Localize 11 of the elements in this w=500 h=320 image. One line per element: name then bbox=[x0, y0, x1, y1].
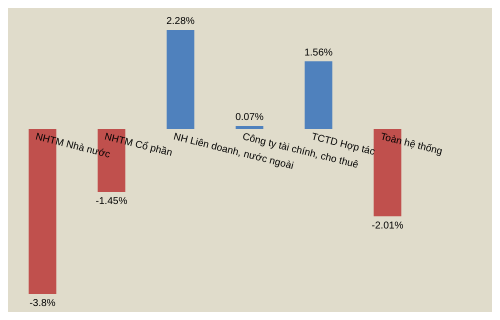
data-label: -1.45% bbox=[96, 196, 128, 207]
data-label: -3.8% bbox=[29, 298, 56, 309]
data-label: 2.28% bbox=[166, 16, 195, 27]
bar bbox=[304, 61, 332, 129]
data-label: -2.01% bbox=[372, 220, 404, 232]
bar bbox=[166, 30, 194, 129]
bar bbox=[236, 126, 264, 129]
x-tick-label: Toàn hệ thống bbox=[379, 131, 444, 158]
bar bbox=[374, 129, 402, 216]
data-label: 1.56% bbox=[304, 47, 333, 58]
data-label: 0.07% bbox=[235, 112, 264, 123]
